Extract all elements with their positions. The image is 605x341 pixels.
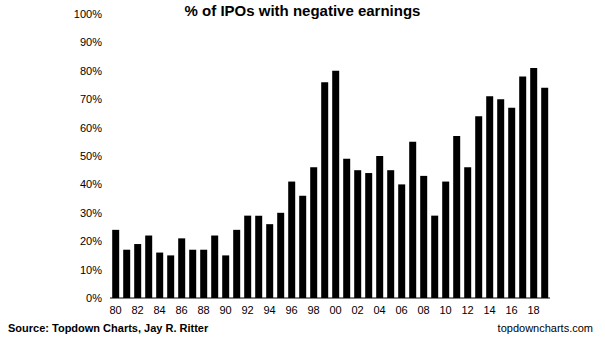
svg-text:20%: 20% <box>80 235 102 247</box>
svg-text:30%: 30% <box>80 207 102 219</box>
svg-text:16: 16 <box>505 304 517 316</box>
html-text:% of IPOs with negative earnin: % of IPOs with negative earnings <box>184 2 421 19</box>
svg-text:100%: 100% <box>74 8 102 20</box>
svg-text:80: 80 <box>109 304 121 316</box>
svg-text:02: 02 <box>351 304 363 316</box>
svg-text:10%: 10% <box>80 264 102 276</box>
svg-text:90: 90 <box>219 304 231 316</box>
svg-text:90%: 90% <box>80 36 102 48</box>
html-text:topdowncharts.com: topdowncharts.com <box>497 322 593 334</box>
svg-text:06: 06 <box>395 304 407 316</box>
svg-text:12: 12 <box>461 304 473 316</box>
svg-text:88: 88 <box>197 304 209 316</box>
svg-text:60%: 60% <box>80 122 102 134</box>
svg-text:40%: 40% <box>80 178 102 190</box>
svg-text:08: 08 <box>417 304 429 316</box>
svg-text:94: 94 <box>263 304 275 316</box>
svg-text:04: 04 <box>373 304 385 316</box>
svg-text:50%: 50% <box>80 150 102 162</box>
svg-text:86: 86 <box>175 304 187 316</box>
svg-text:98: 98 <box>307 304 319 316</box>
svg-text:14: 14 <box>483 304 495 316</box>
html-text:Source: Topdown Charts, Jay R.: Source: Topdown Charts, Jay R. Ritter <box>8 322 209 334</box>
svg-text:10: 10 <box>439 304 451 316</box>
svg-text:96: 96 <box>285 304 297 316</box>
svg-text:18: 18 <box>527 304 539 316</box>
svg-text:80%: 80% <box>80 65 102 77</box>
svg-text:0%: 0% <box>86 292 102 304</box>
svg-text:70%: 70% <box>80 93 102 105</box>
svg-text:84: 84 <box>153 304 165 316</box>
svg-text:00: 00 <box>329 304 341 316</box>
svg-text:92: 92 <box>241 304 253 316</box>
svg-text:82: 82 <box>131 304 143 316</box>
